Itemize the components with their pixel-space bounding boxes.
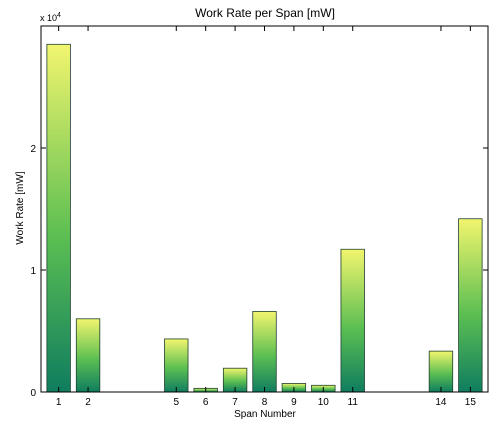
y-tick-label: 1 [30,266,36,277]
y-axis-label: Work Rate [mW] [15,171,26,244]
bar-span-2 [75,318,101,393]
bar-span-11 [340,248,365,393]
bars-group [46,43,483,393]
y-tick-label: 2 [30,144,36,155]
x-tick-label: 7 [232,397,238,408]
x-tick-label: 10 [318,397,330,408]
chart-title: Work Rate per Span [mW] [195,6,335,20]
x-ticks-group: 1 2 5 6 7 8 9 10 11 14 15 [56,26,476,408]
x-tick-label: 14 [435,397,447,408]
y-tick-label: 0 [30,388,36,399]
x-tick-label: 11 [348,397,359,408]
x-axis-label: Span Number [234,409,296,420]
y-exponent-base: x 10 [40,13,57,23]
bar-span-5 [164,338,189,393]
bar-span-1 [46,43,71,393]
x-tick-label: 9 [291,397,297,408]
bar-span-15 [458,218,483,393]
bar-span-14 [428,350,454,393]
x-tick-label: 5 [173,397,179,408]
x-tick-label: 2 [85,397,91,408]
y-exponent-power: 4 [57,12,61,19]
x-tick-label: 15 [465,397,477,408]
x-tick-label: 1 [56,397,62,408]
y-exponent-label: x 104 [40,12,61,23]
x-tick-label: 6 [203,397,209,408]
x-tick-label: 8 [262,397,268,408]
y-ticks-group: 0 1 2 [30,144,488,399]
bar-span-8 [252,311,277,393]
